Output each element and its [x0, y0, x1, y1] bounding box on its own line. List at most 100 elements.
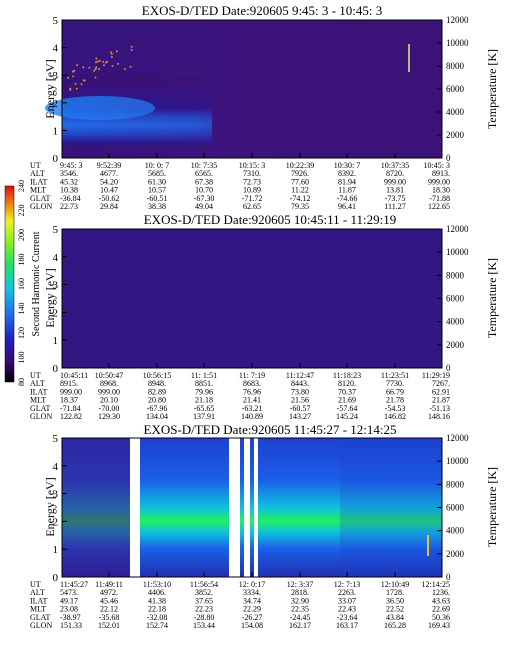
- scatter-dot: [74, 83, 77, 85]
- table-cell: -57.64: [337, 404, 358, 413]
- table-cell: 22.52: [386, 605, 404, 614]
- panel-3-gap: [254, 438, 258, 577]
- table-row-label: GLON: [30, 202, 52, 211]
- scatter-dot: [76, 64, 78, 66]
- scatter-dot: [95, 66, 98, 68]
- scatter-dot: [72, 70, 74, 73]
- y2-tick-label: 0: [446, 572, 451, 582]
- table-cell: 1236.: [432, 588, 450, 597]
- panel-3-left-dark: [62, 438, 130, 577]
- table-cell: 8915.: [60, 379, 78, 388]
- y-tick-label: 1: [53, 125, 59, 137]
- panel-2-plot-bg: [62, 229, 442, 368]
- table-cell: 8720.: [386, 169, 404, 178]
- table-cell: 10:50:47: [95, 371, 123, 380]
- table-cell: 50.36: [432, 613, 450, 622]
- colorbar-tick-label: 140: [17, 303, 26, 315]
- y-tick-label: 3: [53, 280, 59, 292]
- scatter-dot: [94, 76, 97, 79]
- scatter-dot: [111, 65, 114, 67]
- table-cell: 23.08: [60, 605, 78, 614]
- table-cell: 21.78: [386, 396, 404, 405]
- scatter-dot: [72, 75, 75, 78]
- y-tick-label: 4: [53, 43, 59, 55]
- y2-tick-label: 6000: [446, 294, 465, 304]
- table-cell: 62.91: [432, 387, 450, 396]
- table-cell: -71.88: [429, 194, 450, 203]
- scatter-dot: [96, 60, 99, 63]
- table-cell: 22.35: [291, 605, 309, 614]
- scatter-dot: [130, 45, 133, 48]
- scatter-dot: [130, 49, 133, 51]
- table-row-label: ILAT: [30, 177, 47, 186]
- table-cell: 45.46: [100, 596, 118, 605]
- table-cell: 22.18: [148, 605, 166, 614]
- table-cell: 129.30: [98, 412, 120, 421]
- table-cell: 999.00: [428, 177, 450, 186]
- colorbar: 80 100 120 140 160 180 200 220 240 Second Harmon…: [4, 180, 42, 386]
- table-cell: 12: 3:37: [287, 580, 313, 589]
- scatter-dot: [82, 79, 85, 82]
- scatter-dot: [88, 66, 91, 69]
- y2-tick-label: 2000: [446, 340, 465, 350]
- panel-3-gaps: [130, 438, 258, 577]
- panel-1-dots: [67, 45, 133, 91]
- table-cell: -60.57: [290, 404, 311, 413]
- table-row-label: ALT: [30, 169, 45, 178]
- y-tick-label: 1: [53, 544, 59, 556]
- table-cell: 154.08: [241, 621, 263, 630]
- table-cell: 29.84: [100, 202, 118, 211]
- colorbar-tick-label: 200: [17, 229, 26, 241]
- panel-2-table: UTALTILATMLTGLATGLON10:45:118915.999.001…: [30, 371, 450, 421]
- table-cell: 49.17: [60, 596, 78, 605]
- scatter-dot: [110, 51, 112, 54]
- table-cell: 137.91: [193, 412, 215, 421]
- table-row-label: ALT: [30, 588, 45, 597]
- panel-3-gap: [244, 438, 250, 577]
- colorbar-label: Second Harmonic Current: [31, 231, 42, 336]
- table-cell: 5685.: [148, 169, 166, 178]
- table-row-label: GLAT: [30, 194, 51, 203]
- table-cell: 111.27: [384, 202, 405, 211]
- colorbar-ticks: 80 100 120 140 160 180 200 220 240: [17, 180, 26, 386]
- table-row-label: ILAT: [30, 387, 47, 396]
- table-cell: 6565.: [195, 169, 213, 178]
- panel-3-ylabel: Energy [eV]: [43, 477, 57, 536]
- scatter-dot: [95, 61, 97, 63]
- table-cell: -65.65: [194, 404, 215, 413]
- table-cell: 34.74: [243, 596, 261, 605]
- table-cell: 4972.: [100, 588, 118, 597]
- table-cell: 45.32: [60, 177, 78, 186]
- table-cell: 8443.: [291, 379, 309, 388]
- y2-tick-label: 12000: [446, 433, 469, 443]
- table-cell: -28.80: [194, 613, 215, 622]
- panel-2: EXOS-D/TED Date:920605 10:45:11 - 11:29:…: [30, 212, 499, 421]
- table-cell: 10: 0: 7: [145, 161, 169, 170]
- scatter-dot: [102, 60, 104, 63]
- scatter-dot: [73, 69, 76, 72]
- scatter-dot: [69, 88, 72, 91]
- scatter-dot: [105, 61, 107, 64]
- table-cell: 9:45: 3: [60, 161, 82, 170]
- colorbar-tick-label: 160: [17, 278, 26, 290]
- table-cell: 999.00: [98, 387, 120, 396]
- table-cell: 20.80: [148, 396, 166, 405]
- table-cell: 999.00: [384, 177, 406, 186]
- table-cell: 21.41: [243, 396, 261, 405]
- table-cell: 165.28: [384, 621, 406, 630]
- table-cell: 10: 7:35: [191, 161, 217, 170]
- table-cell: -35.68: [99, 613, 120, 622]
- table-cell: 11:18:23: [333, 371, 361, 380]
- y-tick-label: 3: [53, 489, 59, 501]
- table-cell: -54.53: [385, 404, 406, 413]
- table-cell: 22.73: [60, 202, 78, 211]
- panel-1-fade: [62, 20, 442, 158]
- table-cell: 22.69: [432, 605, 450, 614]
- y2-tick-label: 0: [446, 153, 451, 163]
- table-cell: 8913.: [432, 169, 450, 178]
- panel-3-gap: [229, 438, 240, 577]
- table-cell: 61.30: [148, 177, 166, 186]
- table-cell: 38.38: [148, 202, 166, 211]
